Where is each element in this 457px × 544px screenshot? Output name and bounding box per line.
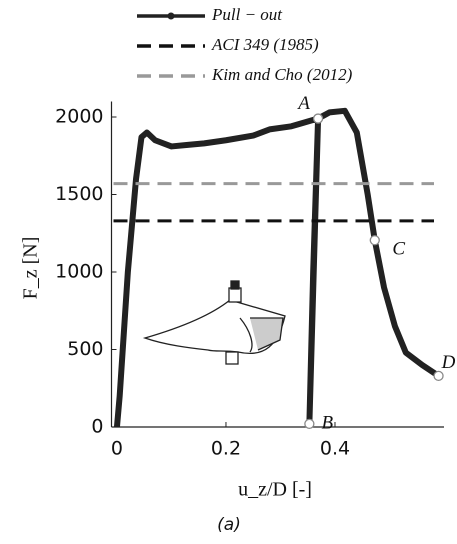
annotation-label: C bbox=[392, 239, 405, 260]
annotation-label: D bbox=[441, 352, 456, 373]
y-tick-label: 1000 bbox=[55, 261, 103, 283]
legend-label: Kim and Cho (2012) bbox=[211, 65, 353, 84]
y-axis-label: F_z [N] bbox=[20, 237, 42, 300]
y-tick-label: 2000 bbox=[55, 106, 103, 128]
legend-label: ACI 349 (1985) bbox=[211, 35, 319, 54]
annotation-point bbox=[433, 370, 444, 382]
y-tick-label: 0 bbox=[91, 416, 103, 438]
x-axis-label: u_z/D [-] bbox=[238, 479, 312, 501]
x-tick-label: 0 bbox=[111, 438, 123, 460]
x-tick-label: 0.2 bbox=[211, 438, 241, 460]
inset-sketch bbox=[142, 280, 286, 365]
y-tick-label: 1500 bbox=[55, 183, 103, 205]
y-tick-label: 500 bbox=[67, 338, 103, 360]
annotation-point bbox=[304, 418, 315, 430]
x-tick-label: 0.4 bbox=[320, 438, 350, 460]
annotation-point bbox=[369, 235, 380, 246]
legend-marker bbox=[167, 12, 175, 20]
annotation-label: B bbox=[322, 412, 334, 433]
annotation-point bbox=[312, 113, 324, 124]
legend-label: Pull − out bbox=[211, 5, 283, 24]
data-line bbox=[113, 107, 441, 428]
caption: (a) bbox=[217, 515, 241, 535]
annotation-label: A bbox=[296, 93, 310, 114]
